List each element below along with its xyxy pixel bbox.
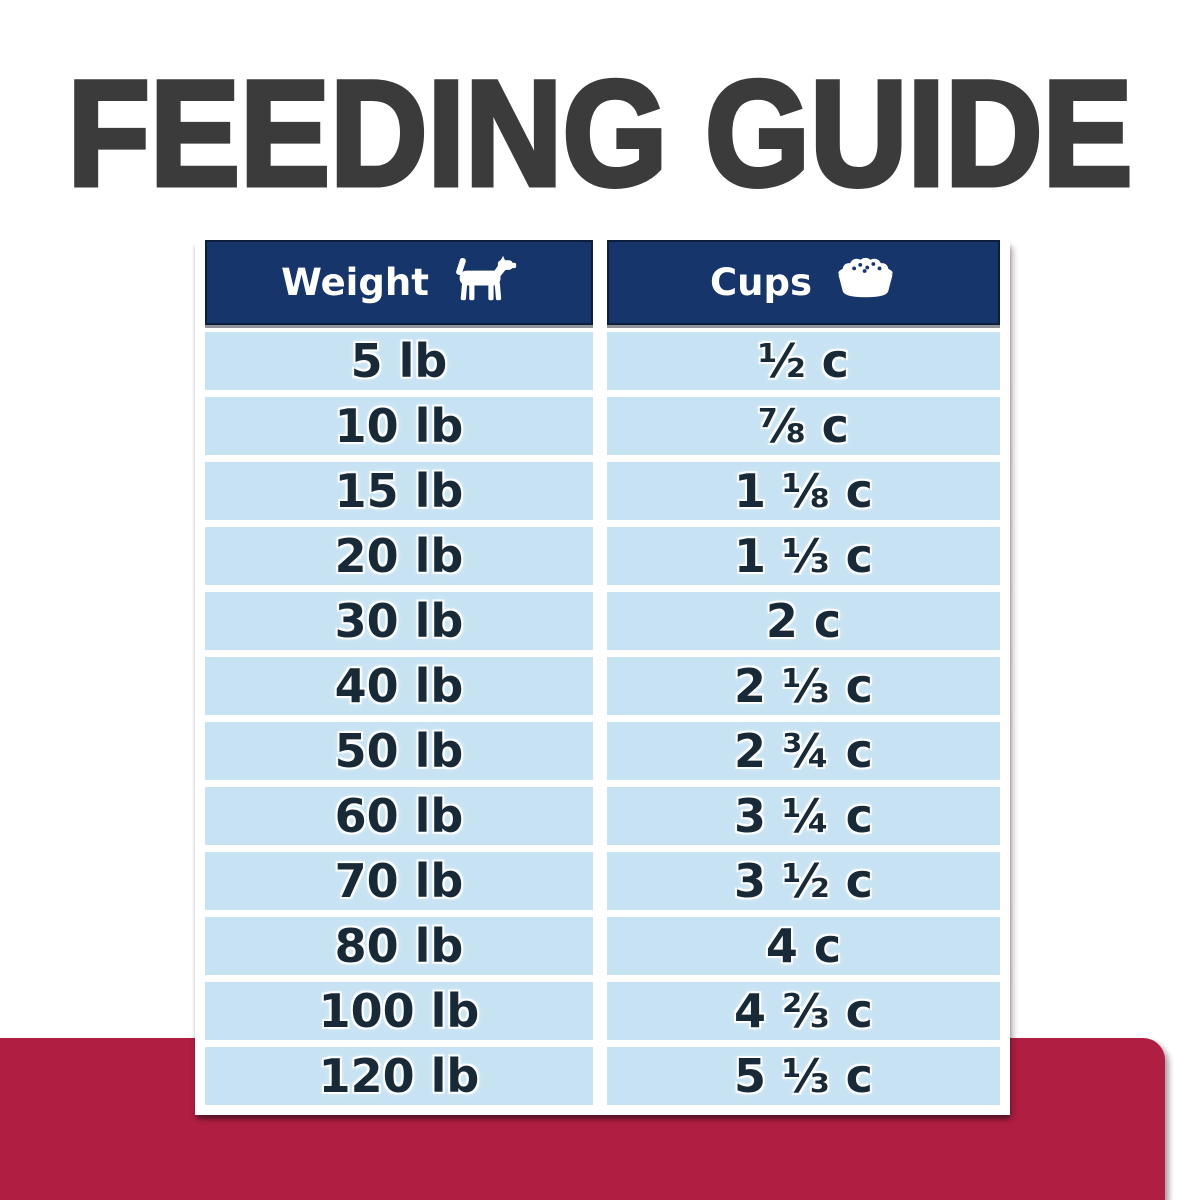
cups-cell: 4 ⅔ c <box>607 982 1000 1040</box>
column-header-weight-label: Weight <box>281 261 429 304</box>
cups-cell: 2 ⅓ c <box>607 657 1000 715</box>
weight-cell: 80 lb <box>205 917 593 975</box>
weight-cell: 5 lb <box>205 332 593 390</box>
cups-cell: 4 c <box>607 917 1000 975</box>
weight-cell: 50 lb <box>205 722 593 780</box>
weight-cell: 100 lb <box>205 982 593 1040</box>
weight-cell: 20 lb <box>205 527 593 585</box>
dog-bowl-icon <box>834 256 897 309</box>
weight-cell: 15 lb <box>205 462 593 520</box>
cups-cell: 2 c <box>607 592 1000 650</box>
weight-cell: 40 lb <box>205 657 593 715</box>
feeding-table: Weight <box>195 240 1010 1115</box>
weight-cell: 70 lb <box>205 852 593 910</box>
cups-cell: ½ c <box>607 332 1000 390</box>
table-body: 5 lb ½ c 10 lb ⅞ c 15 lb 1 ⅛ c 20 lb 1 ⅓… <box>205 332 1000 1105</box>
column-header-cups: Cups <box>607 240 1000 325</box>
cups-cell: 5 ⅓ c <box>607 1047 1000 1105</box>
weight-cell: 120 lb <box>205 1047 593 1105</box>
cups-cell: 3 ½ c <box>607 852 1000 910</box>
cups-cell: 1 ⅛ c <box>607 462 1000 520</box>
cups-cell: ⅞ c <box>607 397 1000 455</box>
column-header-cups-label: Cups <box>709 261 812 304</box>
weight-cell: 60 lb <box>205 787 593 845</box>
weight-cell: 10 lb <box>205 397 593 455</box>
table-header-row: Weight <box>205 240 1000 325</box>
column-header-weight: Weight <box>205 240 593 325</box>
weight-cell: 30 lb <box>205 592 593 650</box>
cups-cell: 2 ¾ c <box>607 722 1000 780</box>
cups-cell: 3 ¼ c <box>607 787 1000 845</box>
cups-cell: 1 ⅓ c <box>607 527 1000 585</box>
page-title: FEEDING GUIDE <box>65 49 1135 217</box>
dog-icon <box>451 255 517 311</box>
